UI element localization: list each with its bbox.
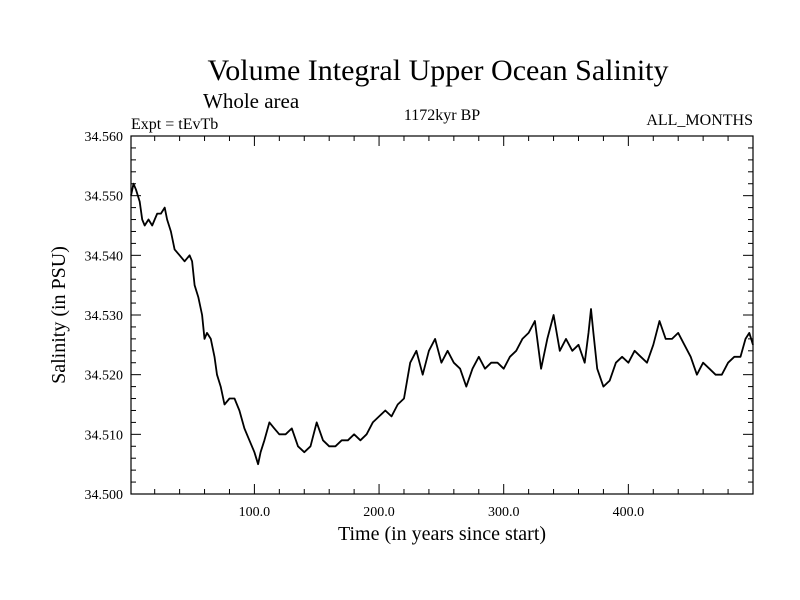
chart-title: Volume Integral Upper Ocean Salinity [208,54,669,87]
x-axis: 100.0 200.0 300.0 400.0 [154,136,729,520]
y-tick-label: 34.560 [85,130,124,145]
x-axis-label: Time (in years since start) [338,523,546,545]
salinity-line [130,182,754,466]
y-tick-label: 34.540 [85,249,124,264]
y-tick-label: 34.520 [85,369,124,384]
y-tick-label: 34.500 [85,488,124,503]
months-label: ALL_MONTHS [646,112,753,129]
x-tick-label: 400.0 [613,505,645,520]
experiment-label: Expt = tEvTb [131,116,218,133]
y-axis: 34.500 34.510 34.520 34.530 34.540 34.550 34.5… [85,130,753,503]
period-label: 1172kyr BP [404,107,480,124]
x-tick-label: 100.0 [239,505,271,520]
chart-subtitle: Whole area [203,89,300,113]
x-tick-label: 300.0 [488,505,520,520]
y-tick-label: 34.510 [85,428,124,443]
y-tick-label: 34.550 [85,190,124,205]
x-tick-label: 200.0 [363,505,395,520]
y-tick-label: 34.530 [85,309,124,324]
y-axis-label: Salinity (in PSU) [48,246,70,384]
plot-frame [130,135,754,495]
